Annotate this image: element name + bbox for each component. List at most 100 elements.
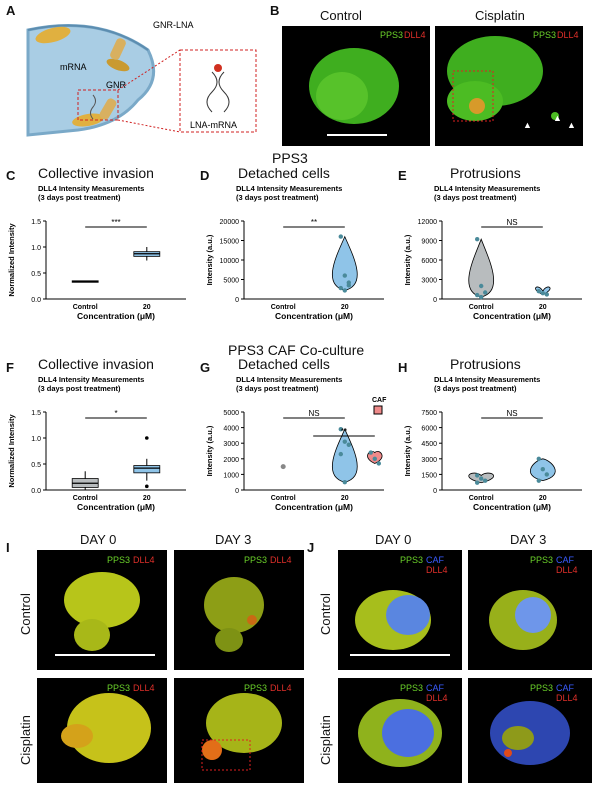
y-tick-label: 1.0	[31, 245, 41, 252]
f-title: Collective invasion	[38, 356, 154, 372]
violin-shape	[468, 238, 495, 298]
chart-subtitle: (3 days post treatment)	[434, 384, 517, 393]
j-row-control: Control	[318, 593, 333, 635]
panel-label-a: A	[6, 3, 16, 18]
data-point	[536, 456, 541, 461]
i-cisplatin-day3: PPS3 DLL4	[174, 678, 304, 783]
y-axis-label: Intensity (a.u.)	[205, 425, 214, 476]
b-cis-ch2: DLL4	[557, 30, 579, 40]
chart-subtitle: (3 days post treatment)	[236, 384, 319, 393]
data-point	[479, 283, 484, 289]
h-title: Protrusions	[450, 356, 521, 372]
y-tick-label: 9000	[421, 239, 437, 246]
panel-label-d: D	[200, 168, 210, 183]
y-tick-label: 5000	[223, 278, 239, 285]
y-tick-label: 7500	[421, 410, 437, 417]
j-day3: DAY 3	[510, 532, 547, 547]
c-title: Collective invasion	[38, 165, 154, 181]
j-cisplatin-day0: PPS3 CAF DLL4	[338, 678, 462, 783]
y-tick-label: 0	[235, 488, 239, 495]
data-point	[479, 476, 484, 481]
data-point	[475, 237, 480, 242]
legend-swatch	[373, 405, 383, 415]
x-tick-label: Control	[469, 495, 494, 502]
data-point	[479, 294, 484, 300]
b-cisplatin-title: Cisplatin	[475, 8, 525, 23]
y-tick-label: 1.0	[31, 436, 41, 443]
significance-label: NS	[506, 409, 517, 418]
i-day0: DAY 0	[80, 532, 117, 547]
data-point	[483, 290, 488, 295]
chart-e: DLL4 Intensity Measurements(3 days post …	[403, 184, 582, 321]
y-tick-label: 3000	[223, 441, 239, 448]
y-tick-label: 3000	[421, 278, 437, 285]
x-tick-label: Control	[469, 304, 494, 311]
y-tick-label: 0	[433, 488, 437, 495]
data-point	[338, 451, 343, 457]
y-tick-label: 6000	[421, 258, 437, 265]
i-control-day3: PPS3 DLL4	[174, 550, 304, 670]
violin-shape	[332, 428, 358, 483]
legend-label: CAF	[372, 397, 387, 404]
y-tick-label: 0.5	[31, 271, 41, 278]
x-axis-label: Concentration (μM)	[473, 311, 551, 321]
x-tick-label: Control	[73, 304, 98, 311]
svg-text:▲: ▲	[567, 120, 576, 130]
y-tick-label: 5000	[223, 410, 239, 417]
data-point	[475, 480, 480, 485]
x-tick-label: 20	[143, 495, 151, 502]
i-cisplatin-day0: PPS3 DLL4	[37, 678, 167, 783]
y-tick-label: 0.5	[31, 462, 41, 469]
group-title-coculture: PPS3 CAF Co-culture	[228, 342, 365, 358]
x-tick-label: 20	[143, 304, 151, 311]
chart-subtitle: (3 days post treatment)	[236, 193, 319, 202]
chart-subtitle: DLL4 Intensity Measurements	[236, 375, 342, 384]
x-tick-label: 20	[539, 495, 547, 502]
significance-label: **	[311, 218, 317, 227]
chart-subtitle: (3 days post treatment)	[434, 193, 517, 202]
panel-a-schematic: mRNA GNR GNR-LNA LNA-mRNA	[26, 20, 257, 137]
x-tick-label: 20	[539, 304, 547, 311]
x-tick-label: Control	[271, 304, 296, 311]
chart-c: DLL4 Intensity Measurements(3 days post …	[7, 184, 186, 321]
x-axis-label: Concentration (μM)	[275, 502, 353, 512]
mrna-label: mRNA	[60, 62, 87, 72]
panel-label-b: B	[270, 3, 280, 18]
j-control-day3: PPS3 CAF DLL4	[468, 550, 592, 670]
panel-label-e: E	[398, 168, 407, 183]
data-point	[342, 439, 347, 444]
y-tick-label: 10000	[220, 258, 240, 265]
group-title-pps3: PPS3	[272, 150, 308, 166]
data-point	[536, 289, 541, 294]
chart-subtitle: DLL4 Intensity Measurements	[434, 375, 540, 384]
x-axis-label: Concentration (μM)	[77, 502, 155, 512]
y-tick-label: 4000	[223, 426, 239, 433]
significance-label: NS	[506, 218, 517, 227]
data-point	[368, 450, 373, 455]
y-axis-label: Intensity (a.u.)	[403, 425, 412, 476]
data-point	[338, 234, 343, 239]
y-axis-label: Intensity (a.u.)	[403, 234, 412, 285]
y-tick-label: 1500	[421, 472, 437, 479]
data-point	[342, 480, 347, 485]
panel-label-j: J	[307, 540, 315, 555]
data-point	[338, 285, 343, 291]
y-tick-label: 4500	[421, 441, 437, 448]
data-point	[540, 290, 545, 296]
y-tick-label: 2000	[223, 457, 239, 464]
panel-label-g: G	[200, 360, 211, 375]
data-point	[372, 456, 377, 461]
data-point	[536, 478, 541, 483]
data-point	[338, 426, 343, 432]
i-control-day0: PPS3 DLL4	[37, 550, 167, 670]
data-point	[483, 478, 488, 483]
i-row-control: Control	[18, 593, 33, 635]
svg-text:▲: ▲	[553, 113, 562, 123]
box	[133, 465, 161, 474]
chart-subtitle: DLL4 Intensity Measurements	[38, 375, 144, 384]
significance-label: NS	[308, 409, 319, 418]
y-tick-label: 0.0	[31, 297, 41, 304]
lna-mrna-label: LNA-mRNA	[190, 120, 237, 130]
b-control-ch1: PPS3	[380, 30, 404, 40]
data-point	[280, 464, 286, 470]
